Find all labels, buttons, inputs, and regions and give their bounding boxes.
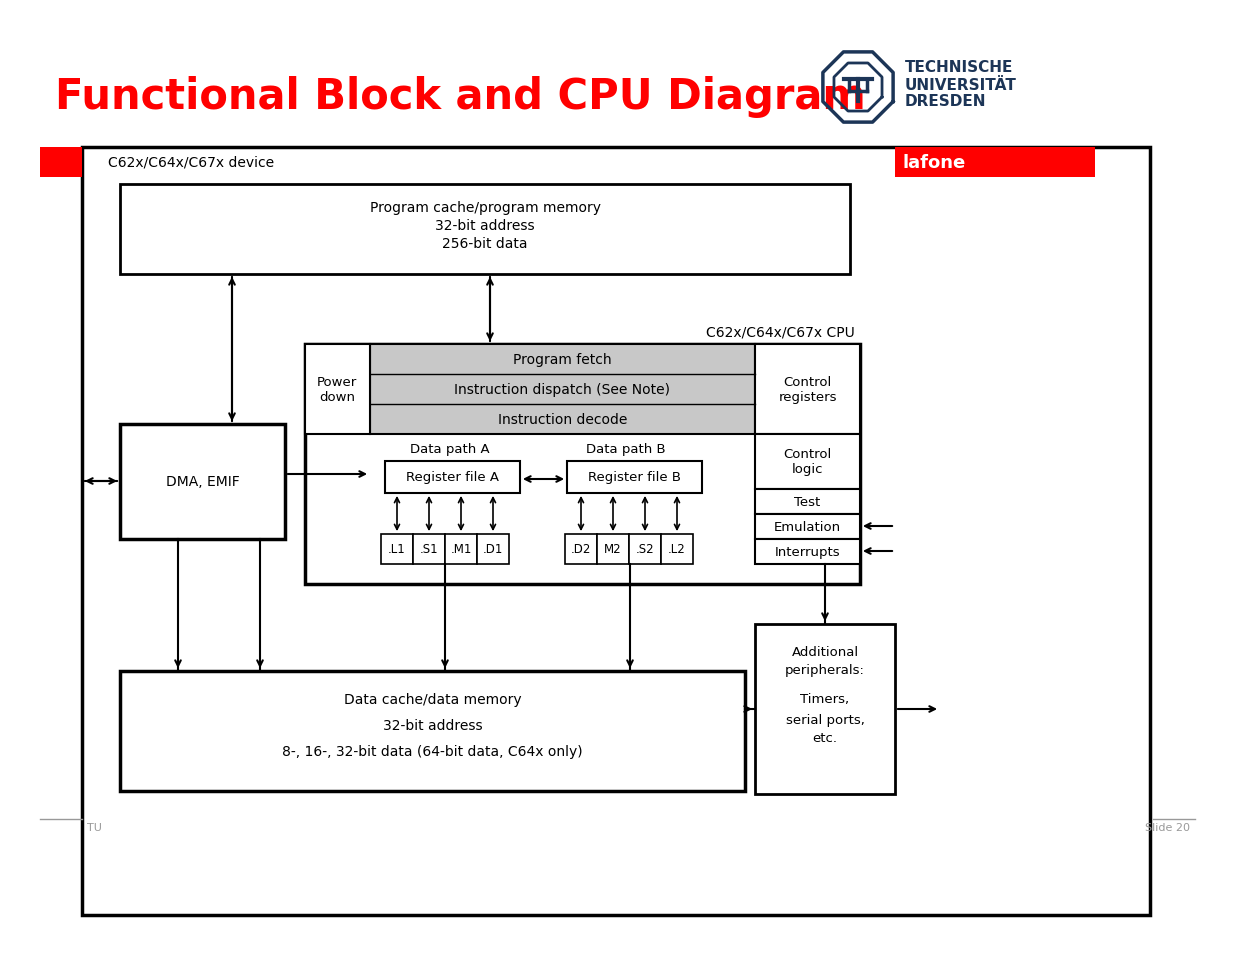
Text: Instruction decode: Instruction decode	[498, 413, 627, 427]
Text: C62x/C64x/C67x CPU: C62x/C64x/C67x CPU	[706, 326, 855, 339]
Bar	[40, 148, 82, 178]
Bar	[755, 490, 860, 515]
Bar	[305, 345, 860, 584]
Text: Emulation: Emulation	[774, 520, 841, 534]
Text: M2: M2	[604, 543, 621, 556]
Text: Slide 20: Slide 20	[1145, 822, 1191, 832]
Text: serial ports,: serial ports,	[785, 714, 864, 727]
Text: .M1: .M1	[451, 543, 472, 556]
Text: Register file A: Register file A	[406, 471, 499, 484]
Text: .L2: .L2	[668, 543, 685, 556]
Text: Instruction dispatch (See Note): Instruction dispatch (See Note)	[454, 382, 671, 396]
Bar	[755, 435, 860, 490]
Text: Program fetch: Program fetch	[514, 353, 611, 367]
Text: UNIVERSITÄT: UNIVERSITÄT	[905, 77, 1016, 92]
Text: etc.: etc.	[813, 732, 837, 744]
Text: 256-bit data: 256-bit data	[442, 236, 527, 251]
Bar	[755, 345, 860, 435]
Text: Program cache/program memory: Program cache/program memory	[369, 201, 600, 214]
Bar	[564, 535, 597, 564]
Bar	[370, 345, 755, 435]
Text: TECHNISCHE: TECHNISCHE	[905, 60, 1014, 75]
Text: Data path B: Data path B	[587, 443, 666, 456]
Text: .L1: .L1	[388, 543, 406, 556]
Text: 32-bit address: 32-bit address	[435, 219, 535, 233]
Bar	[382, 535, 412, 564]
Text: .S2: .S2	[636, 543, 655, 556]
Bar	[120, 185, 850, 274]
Bar	[755, 515, 860, 539]
Text: C62x/C64x/C67x device: C62x/C64x/C67x device	[107, 156, 274, 170]
Bar	[305, 345, 370, 435]
Bar	[120, 671, 745, 791]
Bar	[385, 461, 520, 494]
Text: Timers,: Timers,	[800, 693, 850, 706]
Text: TU: TU	[86, 822, 101, 832]
Text: .S1: .S1	[420, 543, 438, 556]
Bar	[597, 535, 629, 564]
Bar	[755, 539, 860, 564]
Bar	[567, 461, 701, 494]
Bar	[82, 148, 1150, 915]
Text: Data path A: Data path A	[410, 443, 490, 456]
Text: Control
logic: Control logic	[783, 448, 831, 476]
Text: lafone: lafone	[902, 153, 966, 172]
Text: Interrupts: Interrupts	[774, 545, 840, 558]
Text: 8-, 16-, 32-bit data (64-bit data, C64x only): 8-, 16-, 32-bit data (64-bit data, C64x …	[282, 744, 583, 759]
Text: .D1: .D1	[483, 543, 503, 556]
Text: DRESDEN: DRESDEN	[905, 94, 987, 110]
Bar	[445, 535, 477, 564]
Bar	[895, 148, 1095, 178]
Text: Functional Block and CPU Diagram: Functional Block and CPU Diagram	[56, 76, 866, 118]
Text: DMA, EMIF: DMA, EMIF	[165, 475, 240, 489]
Text: peripherals:: peripherals:	[785, 664, 864, 677]
Bar	[120, 424, 285, 539]
Text: .D2: .D2	[571, 543, 592, 556]
Bar	[477, 535, 509, 564]
Text: Control
registers: Control registers	[778, 375, 837, 403]
Text: Register file B: Register file B	[588, 471, 680, 484]
Text: 32-bit address: 32-bit address	[383, 719, 483, 732]
Text: Power
down: Power down	[317, 375, 357, 403]
Bar	[661, 535, 693, 564]
Bar	[412, 535, 445, 564]
Text: Test: Test	[794, 496, 820, 509]
Bar	[755, 624, 895, 794]
Text: Data cache/data memory: Data cache/data memory	[343, 692, 521, 706]
Bar	[629, 535, 661, 564]
Text: Additional: Additional	[792, 646, 858, 659]
